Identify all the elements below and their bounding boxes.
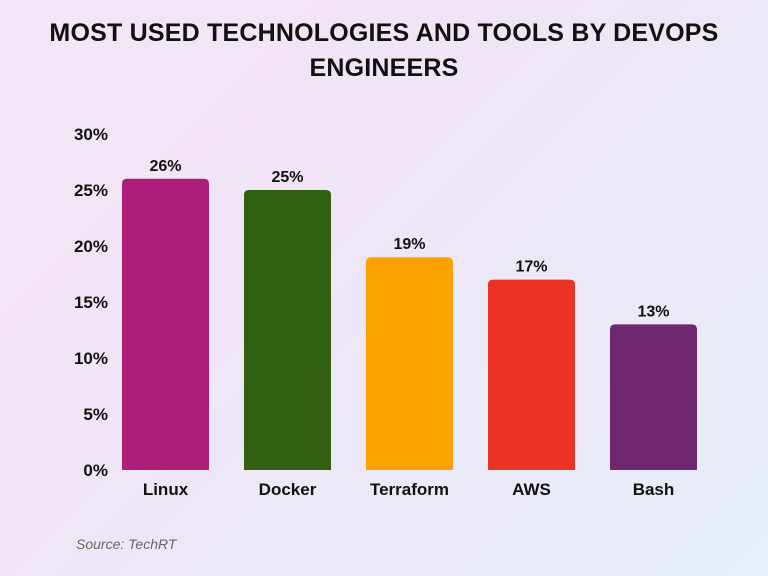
bar-terraform [366, 257, 453, 470]
x-tick-label: Docker [259, 480, 317, 499]
data-label: 13% [637, 303, 669, 320]
y-tick-label: 10% [74, 349, 108, 368]
x-tick-label: Linux [143, 480, 189, 499]
data-label: 25% [271, 169, 303, 186]
source-note: Source: TechRT [76, 536, 177, 552]
bar-bash [610, 324, 697, 470]
y-tick-label: 20% [74, 237, 108, 256]
x-tick-label: Bash [633, 480, 675, 499]
chart-title: MOST USED TECHNOLOGIES AND TOOLS BY DEVO… [49, 19, 719, 82]
y-tick-label: 30% [74, 125, 108, 144]
y-tick-label: 0% [83, 461, 108, 480]
bar-docker [244, 190, 331, 470]
bar-linux [122, 178, 209, 471]
y-tick-label: 5% [83, 405, 108, 424]
y-tick-label: 25% [74, 181, 108, 200]
y-tick-label: 15% [74, 293, 108, 312]
x-tick-label: AWS [512, 480, 551, 499]
x-tick-label: Terraform [370, 480, 449, 499]
data-label: 19% [393, 236, 425, 253]
data-label: 17% [515, 259, 547, 276]
data-label: 26% [149, 158, 181, 175]
bar-aws [488, 279, 575, 470]
